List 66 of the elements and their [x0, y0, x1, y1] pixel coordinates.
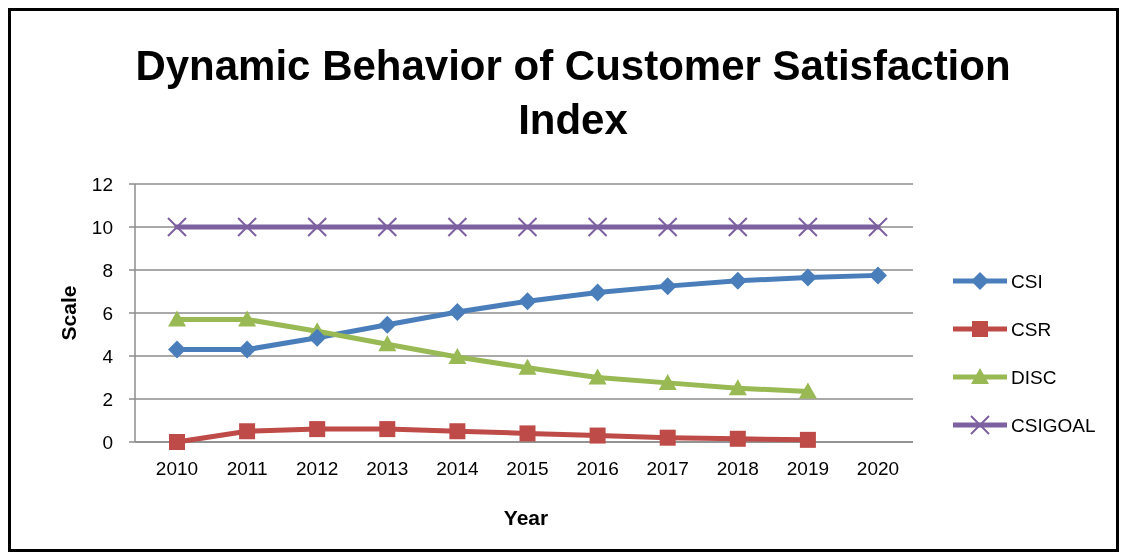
point: [448, 302, 467, 321]
point: [307, 217, 328, 237]
point: [238, 310, 257, 327]
point: [797, 217, 818, 237]
point: [519, 425, 536, 442]
x-tick-label: 2018: [716, 458, 759, 479]
y-tick-label: 0: [102, 431, 113, 453]
y-tick-label: 12: [91, 173, 113, 195]
legend-label: CSIGOAL: [1011, 414, 1096, 436]
point: [168, 340, 186, 359]
x-tick-label: 2016: [576, 458, 619, 479]
point: [589, 427, 606, 444]
chart-title: Dynamic Behavior of Customer Satisfaction Index: [135, 42, 1011, 143]
point: [378, 315, 397, 334]
point: [308, 328, 327, 347]
point: [728, 271, 747, 290]
x-tick-label: 2011: [226, 458, 268, 479]
point: [798, 382, 817, 399]
y-tick-label: 8: [102, 259, 113, 281]
point: [799, 431, 816, 448]
point: [518, 292, 537, 311]
point: [588, 368, 607, 385]
x-tick-label: 2020: [856, 458, 900, 479]
point: [869, 266, 887, 285]
legend-label: DISC: [1011, 366, 1057, 388]
x-tick-label: 2014: [436, 458, 479, 479]
point: [447, 217, 468, 237]
x-tick-label: 2015: [506, 458, 549, 479]
point: [868, 217, 888, 237]
point: [167, 217, 187, 237]
x-tick-label: 2013: [366, 458, 409, 479]
y-tick-label: 4: [102, 345, 114, 367]
x-tick-label: 2010: [155, 458, 199, 479]
point: [588, 283, 607, 302]
point: [168, 310, 186, 327]
y-axis-title: Scale: [57, 285, 80, 341]
point: [169, 434, 185, 450]
point: [378, 335, 397, 352]
point: [657, 217, 678, 237]
point: [658, 373, 677, 390]
point: [449, 423, 466, 440]
y-tick-label: 6: [102, 302, 113, 324]
x-axis-title: Year: [503, 506, 549, 529]
point: [377, 217, 398, 237]
point: [448, 348, 467, 365]
point: [239, 423, 256, 440]
x-tick-label: 2017: [646, 458, 689, 479]
y-tick-label: 10: [91, 216, 113, 238]
y-tick-label: 2: [102, 388, 113, 410]
point: [727, 217, 748, 237]
point: [658, 277, 677, 296]
x-tick-label: 2019: [786, 458, 830, 479]
point: [309, 421, 326, 438]
point: [517, 217, 538, 237]
point: [659, 429, 676, 446]
point: [518, 358, 537, 375]
legend-label: CSR: [1011, 318, 1052, 340]
point: [237, 217, 258, 237]
point: [729, 430, 746, 447]
point: [728, 379, 747, 396]
point: [587, 217, 608, 237]
legend-label: CSI: [1011, 270, 1043, 292]
x-tick-label: 2012: [296, 458, 339, 479]
point: [238, 340, 257, 359]
point: [379, 421, 396, 438]
point: [798, 268, 817, 287]
